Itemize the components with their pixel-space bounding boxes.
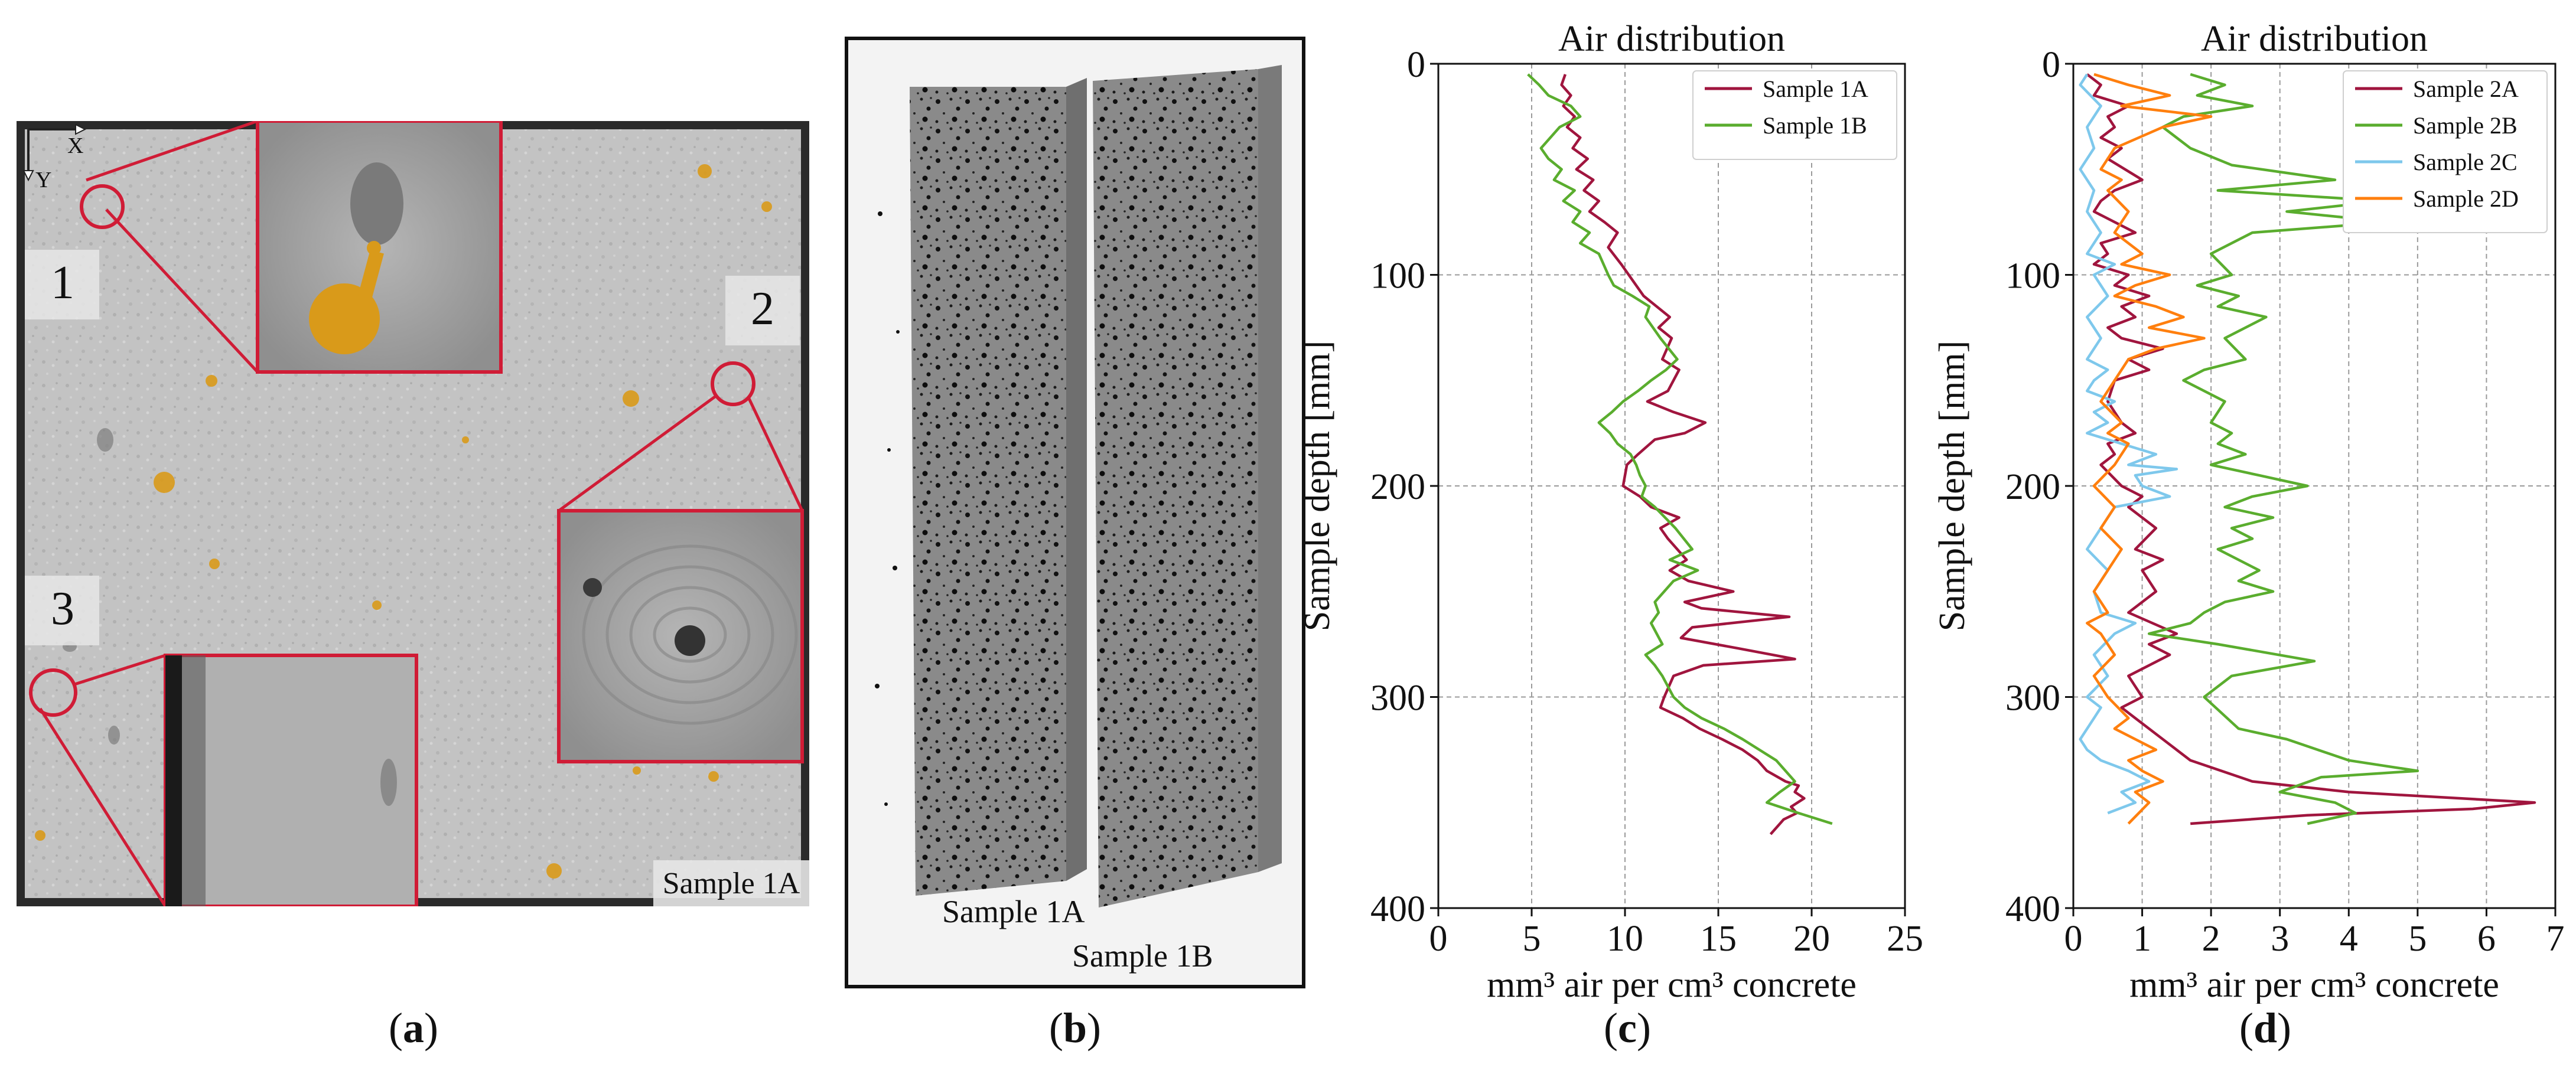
chart-title: Air distribution [2201, 19, 2428, 59]
panel-b-figure: Sample 1A Sample 1B [845, 37, 1305, 988]
marker-2: 2 [751, 283, 774, 335]
series-line-sample-1a [1560, 74, 1806, 835]
axis-indicator: X Y [22, 123, 87, 192]
x-tick-label: 25 [1887, 919, 1923, 959]
sample-1a-block [910, 87, 1066, 896]
y-tick-label: 400 [2005, 889, 2060, 929]
inset-1 [80, 119, 503, 374]
chart-d: 0 1 2 3 4 5 6 7 0 100 200 300 400 Air distribution mm³… [1932, 19, 2565, 1004]
chart-title: Air distribution [1558, 19, 1785, 59]
y-tick-label: 0 [1407, 45, 1425, 85]
axis-y-label: Y [35, 168, 51, 192]
legend-box [2343, 70, 2548, 233]
y-tick-label: 400 [1370, 889, 1425, 929]
x-tick-label: 0 [1429, 919, 1448, 959]
x-tick-label: 5 [2408, 919, 2427, 959]
x-tick-label: 10 [1607, 919, 1643, 959]
x-tick-label: 4 [2340, 919, 2358, 959]
volume-render-image: Sample 1A Sample 1B [845, 37, 1305, 988]
series-line-sample-2d [2086, 73, 2213, 825]
panel-b-label-1a: Sample 1A [942, 894, 1085, 929]
legend-box [1692, 70, 1897, 160]
y-tick-label: 0 [2042, 45, 2060, 85]
axis-x-label: X [67, 133, 83, 158]
x-tick-label: 6 [2477, 919, 2496, 959]
y-axis-label: Sample depth [mm] [1297, 341, 1337, 631]
panel-a-figure: X Y [17, 119, 809, 908]
y-tick-label: 200 [1370, 467, 1425, 507]
panel-label-a: (a) [389, 1004, 438, 1052]
ct-slice-image: X Y [17, 119, 809, 908]
marker-1: 1 [51, 257, 74, 309]
legend-entry: Sample 2A [2413, 76, 2519, 102]
y-tick-label: 200 [2005, 467, 2060, 507]
y-tick-label: 300 [2005, 678, 2060, 719]
sample-1b-block [1093, 69, 1258, 907]
legend: Sample 1A Sample 1B [1692, 70, 1897, 160]
legend-entry: Sample 1B [1763, 112, 1867, 139]
panel-label-b: (b) [1048, 1004, 1101, 1052]
y-tick-label: 100 [1370, 256, 1425, 296]
legend: Sample 2A Sample 2B Sample 2C Sample 2D [2343, 70, 2548, 233]
panel-label-d: (d) [2239, 1004, 2291, 1052]
x-tick-label: 15 [1700, 919, 1737, 959]
panel-b-label-1b: Sample 1B [1072, 938, 1213, 974]
marker-3: 3 [51, 583, 74, 635]
legend-entry: Sample 1A [1763, 76, 1868, 102]
x-tick-label: 5 [1523, 919, 1541, 959]
series-line-sample-1b [1527, 73, 1833, 825]
y-tick-label: 300 [1370, 678, 1425, 719]
series-line-sample-2c [2079, 73, 2178, 815]
x-tick-label: 0 [2064, 919, 2083, 959]
y-tick-label: 100 [2005, 256, 2060, 296]
x-tick-label: 3 [2271, 919, 2289, 959]
x-axis-label: mm³ air per cm³ concrete [2129, 965, 2499, 1004]
x-axis-label: mm³ air per cm³ concrete [1487, 965, 1857, 1004]
y-axis-label: Sample depth [mm] [1932, 341, 1972, 631]
inset-2 [557, 361, 804, 763]
chart-c: 0 5 10 15 20 25 0 100 200 300 400 Air distribution m… [1297, 19, 1923, 1004]
x-tick-label: 7 [2546, 919, 2565, 959]
inset-3 [29, 654, 418, 908]
panel-label-c: (c) [1604, 1004, 1651, 1052]
panel-a-sample-tag: Sample 1A [663, 867, 800, 900]
x-tick-label: 1 [2133, 919, 2151, 959]
legend-entry: Sample 2B [2413, 112, 2518, 139]
x-tick-label: 20 [1793, 919, 1830, 959]
legend-entry: Sample 2C [2413, 149, 2518, 175]
series-line-sample-2a [2086, 73, 2536, 825]
series-line-sample-2b [2147, 73, 2419, 825]
x-tick-label: 2 [2202, 919, 2220, 959]
legend-entry: Sample 2D [2413, 185, 2519, 212]
